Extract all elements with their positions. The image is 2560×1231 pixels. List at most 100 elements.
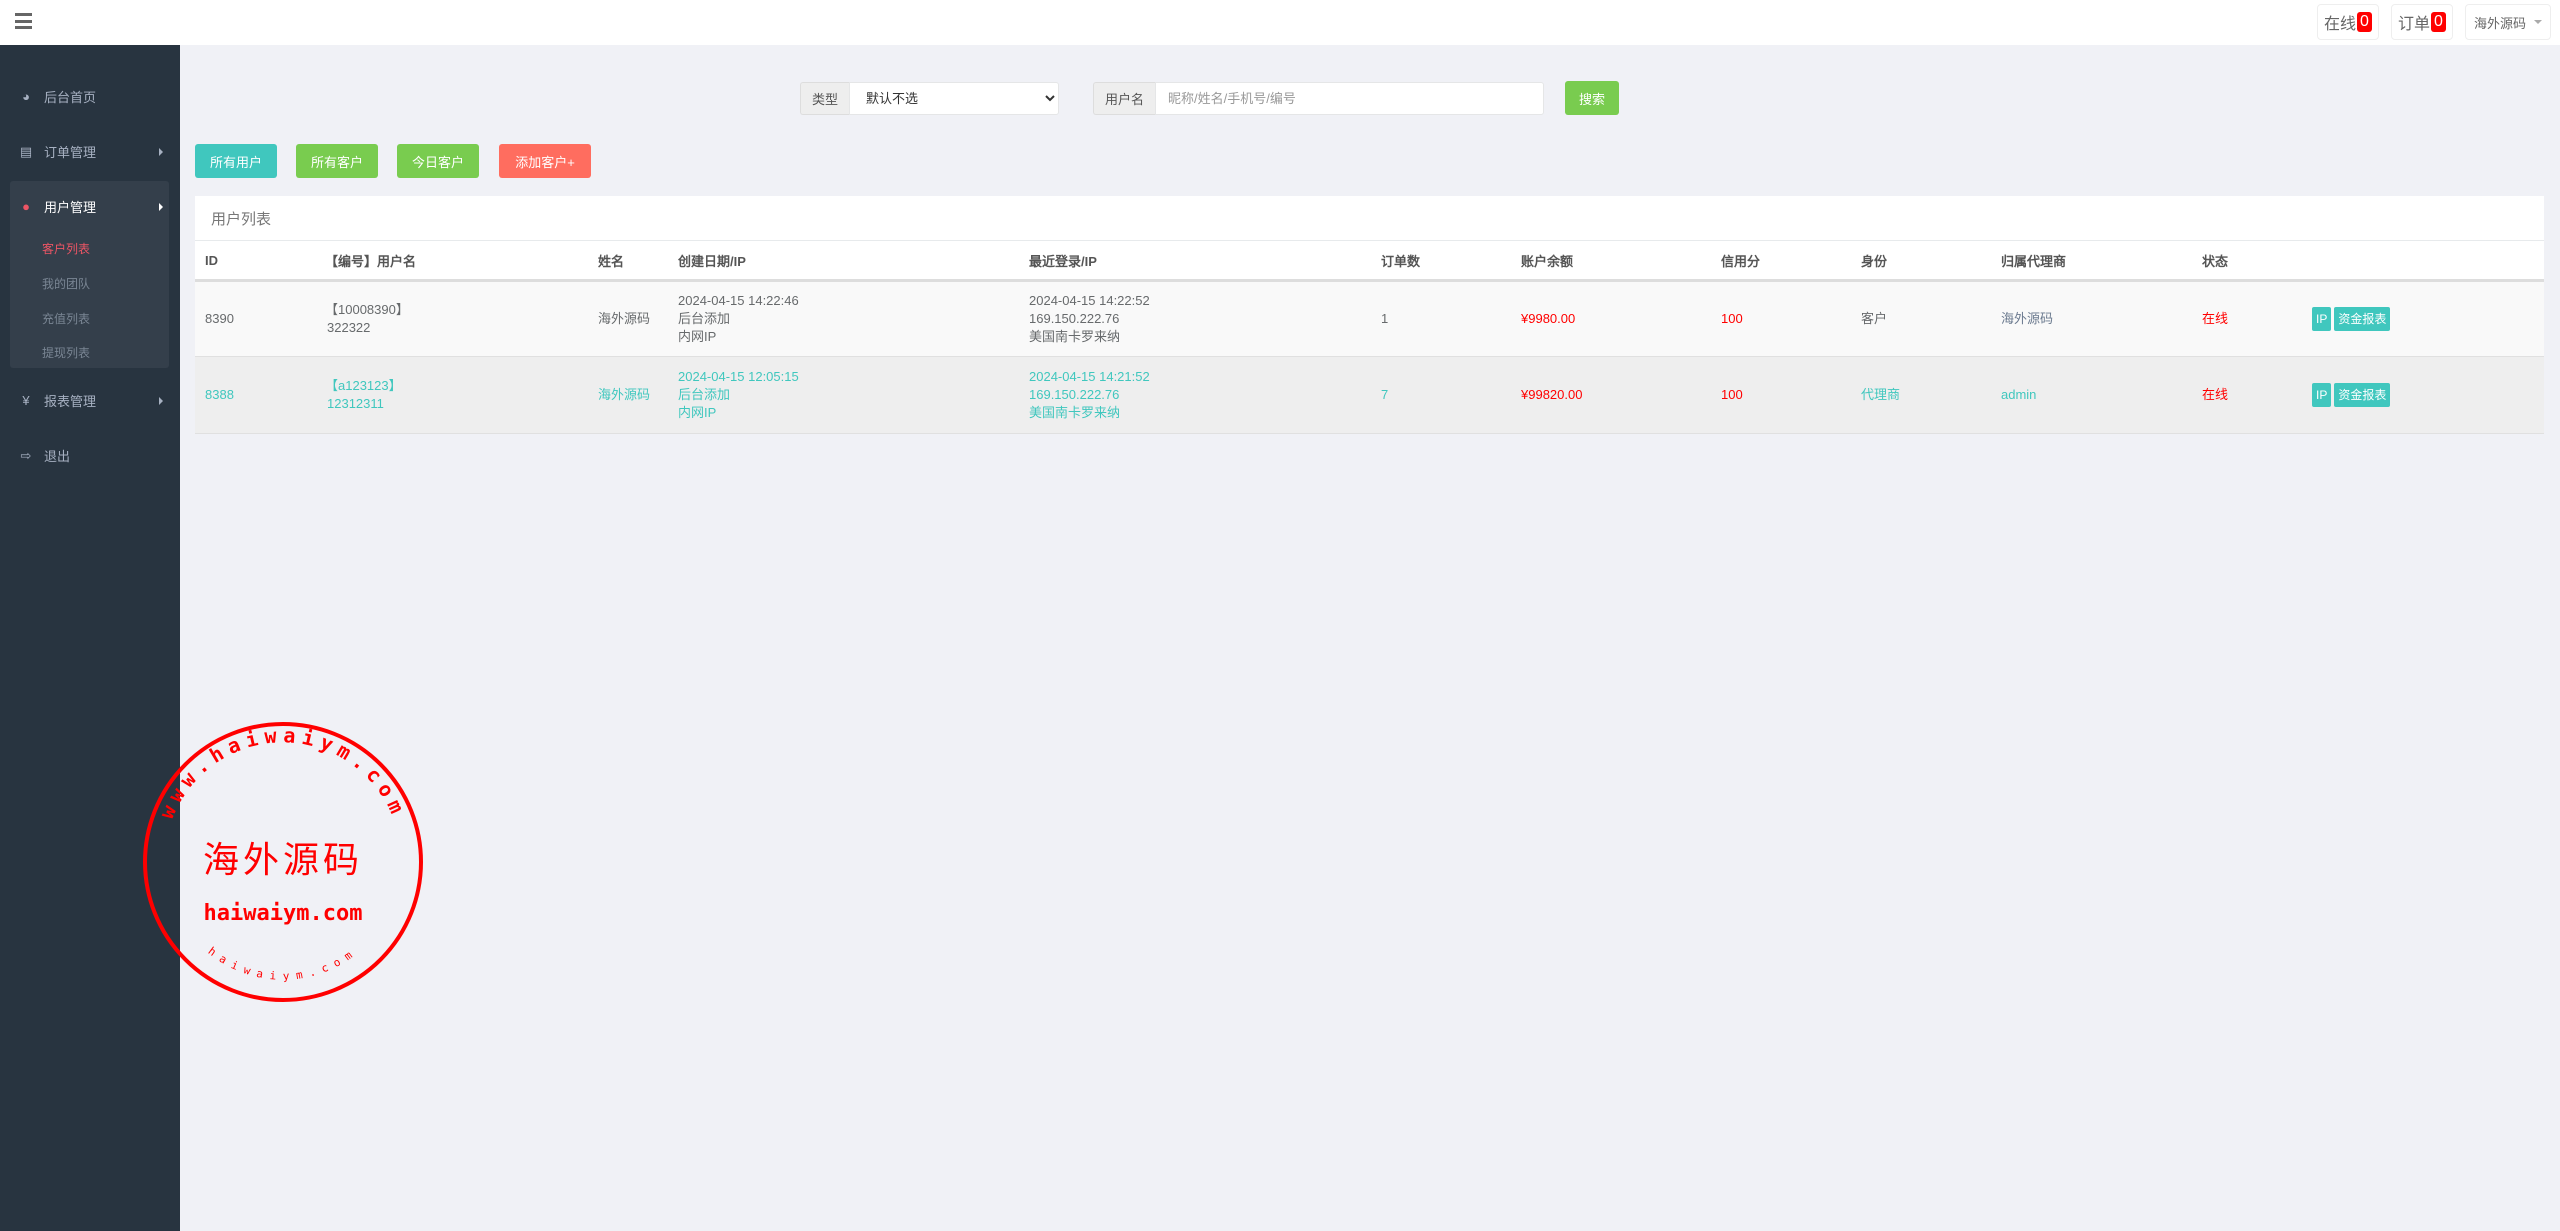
yen-icon: ¥: [22, 393, 30, 408]
column-header: 状态: [2192, 240, 2302, 282]
created-ip: 内网IP: [678, 329, 717, 344]
username-filter: 用户名: [1093, 82, 1545, 115]
last-login-date: 2024-04-15 14:21:52: [1029, 369, 1150, 384]
status-badge: 在线: [2202, 387, 2229, 402]
online-label: 在线: [2324, 16, 2357, 33]
file-copy-icon: ▤: [19, 143, 33, 159]
created-date: 2024-04-15 12:05:15: [678, 369, 799, 384]
all-customers-button[interactable]: 所有客户: [296, 144, 378, 178]
ip-button[interactable]: IP: [2312, 307, 2332, 331]
created-by: 后台添加: [678, 311, 731, 326]
ip-button[interactable]: IP: [2312, 383, 2332, 407]
table-row: 8390 【10008390】 322322 海外源码 2024-04-15 14…: [195, 280, 2544, 357]
stamp-ring: [143, 722, 423, 1002]
user-code: 【a123123】: [325, 378, 402, 393]
column-header: ID: [195, 240, 325, 282]
sidebar-item-label: 后台首页: [44, 90, 97, 105]
column-header: 创建日期/IP: [668, 240, 1019, 282]
type-label: 类型: [800, 82, 850, 115]
online-indicator[interactable]: 在线 0: [2317, 4, 2379, 40]
username: 12312311: [327, 396, 384, 411]
created-by: 后台添加: [678, 387, 731, 402]
status-badge: 在线: [2202, 311, 2229, 326]
last-login-date: 2024-04-15 14:22:52: [1029, 293, 1150, 308]
fund-report-button[interactable]: 资金报表: [2334, 383, 2391, 407]
top-navbar: 在线 0 订单 0 海外源码: [0, 0, 2560, 45]
user-menu[interactable]: 海外源码: [2465, 4, 2552, 40]
user-table: ID 【编号】用户名 姓名 创建日期/IP 最近登录/IP 订单数 账户余额 信用分 身份 归属代…: [195, 240, 2544, 434]
search-button[interactable]: 搜索: [1565, 81, 1619, 115]
sidebar: ◕ 后台首页 ▤ 订单管理 ● 用户管理 客户列表 我的团队 充值列表 提现列表 ¥ 报…: [0, 45, 180, 1231]
user-icon: ●: [22, 199, 30, 214]
credit-score: 100: [1721, 311, 1743, 326]
stamp-ring-bottom-text: haiwaiym.com: [206, 944, 361, 982]
today-customers-button[interactable]: 今日客户: [397, 144, 479, 178]
stamp-center-text: 海外源码: [203, 840, 363, 881]
type-select[interactable]: 默认不选: [849, 82, 1060, 115]
username-label: 用户名: [1093, 82, 1156, 115]
user-list-panel: 用户列表 ID 【编号】用户名 姓名 创建日期/IP 最近登录/IP 订单数 账户余额 信用分…: [195, 196, 2544, 434]
sidebar-item-logout[interactable]: ⇨ 退出: [18, 446, 163, 465]
add-customer-button[interactable]: 添加客户+: [499, 144, 591, 178]
column-header: 归属代理商: [1991, 240, 2192, 282]
real-name: 海外源码: [598, 311, 651, 326]
orders-indicator[interactable]: 订单 0: [2391, 4, 2453, 40]
sidebar-item-label: 退出: [44, 449, 71, 464]
fund-report-button[interactable]: 资金报表: [2334, 307, 2391, 331]
sidebar-item-orders[interactable]: ▤ 订单管理: [18, 142, 163, 161]
sidebar-item-reports[interactable]: ¥ 报表管理: [18, 391, 163, 410]
table-row: 8388 【a123123】 12312311 海外源码 2024-04-15 1…: [195, 356, 2544, 434]
last-login-ip: 169.150.222.76: [1029, 311, 1120, 326]
sidebar-subitem-withdraw-list[interactable]: 提现列表: [42, 346, 91, 360]
column-header: 信用分: [1711, 240, 1851, 282]
username: 322322: [327, 320, 371, 335]
orders-label: 订单: [2398, 16, 2431, 33]
sidebar-subitem-my-team[interactable]: 我的团队: [42, 277, 91, 291]
sidebar-item-label: 报表管理: [44, 394, 97, 409]
online-count-badge: 0: [2357, 12, 2372, 32]
sidebar-subitem-recharge-list[interactable]: 充值列表: [42, 312, 91, 326]
column-header: 订单数: [1371, 240, 1511, 282]
created-date: 2024-04-15 14:22:46: [678, 293, 799, 308]
balance: ¥9980.00: [1521, 311, 1576, 326]
agent: admin: [2001, 387, 2037, 402]
caret-right-icon: [159, 396, 163, 405]
user-name: 海外源码: [2474, 15, 2527, 31]
orders-count-badge: 0: [2431, 12, 2446, 32]
user-code: 【10008390】: [325, 302, 409, 317]
username-input[interactable]: [1155, 82, 1545, 115]
sidebar-item-label: 订单管理: [44, 145, 97, 160]
type-filter: 类型 默认不选: [800, 82, 1060, 115]
credit-score: 100: [1721, 387, 1743, 402]
last-login-location: 美国南卡罗来纳: [1029, 405, 1121, 420]
column-header: 账户余额: [1511, 240, 1711, 282]
role: 代理商: [1861, 387, 1901, 402]
dashboard-icon: ◕: [22, 89, 30, 104]
table-header-row: ID 【编号】用户名 姓名 创建日期/IP 最近登录/IP 订单数 账户余额 信用分 身份 归属代…: [195, 240, 2544, 282]
column-header: 身份: [1851, 240, 1991, 282]
column-header: 最近登录/IP: [1019, 240, 1371, 282]
order-count: 7: [1381, 387, 1389, 402]
last-login-ip: 169.150.222.76: [1029, 387, 1120, 402]
sidebar-item-dashboard[interactable]: ◕ 后台首页: [18, 87, 163, 106]
caret-right-icon: [159, 202, 163, 211]
agent: 海外源码: [2001, 311, 2054, 326]
sidebar-item-users[interactable]: ● 用户管理: [18, 197, 163, 216]
user-id: 8390: [205, 311, 234, 326]
order-count: 1: [1381, 311, 1389, 326]
sidebar-subitem-customer-list[interactable]: 客户列表: [42, 242, 91, 256]
menu-toggle-icon[interactable]: [15, 13, 32, 29]
sidebar-item-label: 用户管理: [44, 200, 97, 215]
all-users-button[interactable]: 所有用户: [195, 144, 277, 178]
watermark-stamp: www.haiwaiym.com 海外源码 haiwaiym.com haiwa…: [143, 722, 423, 1002]
last-login-location: 美国南卡罗来纳: [1029, 329, 1121, 344]
sign-out-icon: ⇨: [20, 447, 32, 463]
column-header: 【编号】用户名: [325, 240, 588, 282]
active-menu-group: [10, 181, 169, 368]
user-id: 8388: [205, 387, 234, 402]
created-ip: 内网IP: [678, 405, 717, 420]
real-name: 海外源码: [598, 387, 651, 402]
panel-title: 用户列表: [211, 211, 272, 228]
balance: ¥99820.00: [1521, 387, 1583, 402]
column-header: [2302, 240, 2544, 282]
